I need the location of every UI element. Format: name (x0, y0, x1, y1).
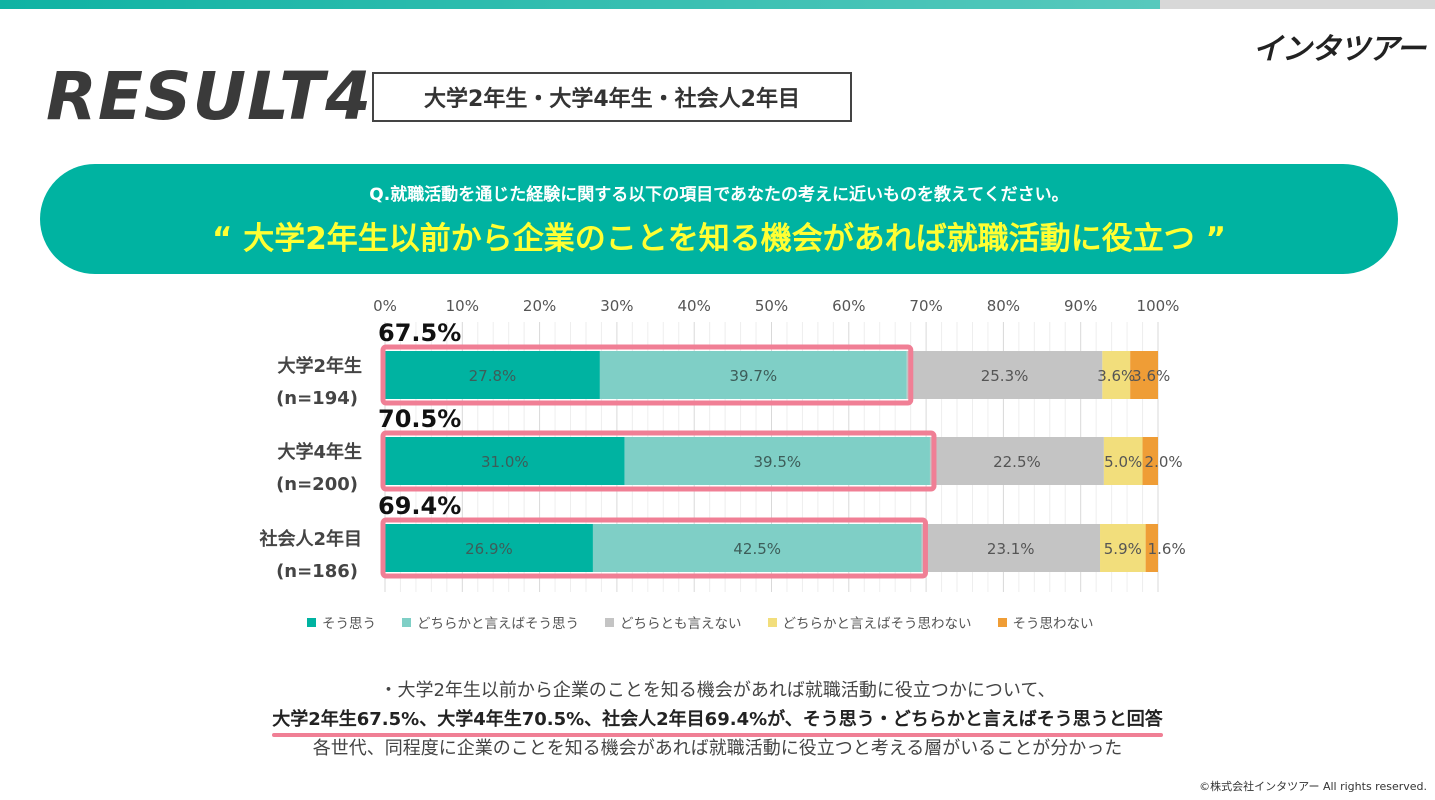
bar-segment (624, 437, 930, 485)
data-label: 23.1% (987, 540, 1035, 558)
question-text: Q.就職活動を通じた経験に関する以下の項目であなたの考えに近いものを教えてくださ… (369, 185, 1069, 205)
highlight-box (380, 517, 928, 579)
group-label-box: 大学2年生・大学4年生・社会人2年目 (372, 72, 852, 122)
x-tick-label: 60% (832, 297, 865, 315)
bar-segment (1130, 351, 1158, 399)
highlight-box (380, 344, 914, 406)
bar-segment (929, 437, 1104, 485)
category-label: 大学4年生 (277, 441, 362, 463)
bar-segment (385, 351, 600, 399)
x-tick-label: 100% (1137, 297, 1180, 315)
x-tick-label: 40% (678, 297, 711, 315)
bar-segment (599, 351, 907, 399)
data-label: 42.5% (733, 540, 781, 558)
top-accent-bar-grey (1160, 0, 1435, 9)
data-label: 25.3% (981, 367, 1029, 385)
bar-segment (1102, 351, 1131, 399)
data-label: 2.0% (1145, 453, 1183, 471)
bar-segment (592, 524, 922, 572)
statement-text: “ 大学2年生以前から企業のことを知る機会があれば就職活動に役立つ ” (212, 221, 1226, 257)
legend-item: どちらかと言えばそう思わない (767, 612, 972, 632)
legend-swatch (767, 617, 777, 627)
data-label: 27.8% (469, 367, 517, 385)
legend-swatch (605, 617, 614, 627)
data-label: 39.5% (753, 453, 801, 471)
category-n-label: (n=194) (276, 388, 358, 409)
legend-item: そう思わない (997, 612, 1094, 632)
legend-label: そう思う (322, 616, 376, 632)
legend-item: どちらとも言えない (605, 612, 742, 632)
data-label: 3.6% (1097, 367, 1135, 385)
category-label: 大学2年生 (277, 355, 362, 377)
bar-segment (921, 524, 1101, 572)
bar-segment (1145, 524, 1158, 572)
top-accent-bar (0, 0, 1160, 9)
x-tick-label: 50% (755, 297, 788, 315)
legend-label: どちらかと言えばそう思わない (782, 616, 972, 632)
total-label: 67.5% (378, 319, 461, 347)
bar-segment (906, 351, 1103, 399)
group-label: 大学2年生・大学4年生・社会人2年目 (424, 87, 800, 112)
total-label: 70.5% (378, 405, 461, 433)
brand-logo: インタツアー (1252, 32, 1426, 67)
legend-label: どちらとも言えない (620, 616, 742, 632)
category-n-label: (n=186) (276, 561, 358, 582)
summary-line-3: 各世代、同程度に企業のことを知る機会があれば就職活動に役立つと考える層がいること… (312, 738, 1123, 759)
data-label: 22.5% (993, 453, 1041, 471)
x-tick-label: 10% (446, 297, 479, 315)
category-n-label: (n=200) (276, 474, 358, 495)
copyright: ©株式会社インタツアー All rights reserved. (1199, 780, 1427, 793)
x-tick-label: 30% (600, 297, 633, 315)
data-label: 3.6% (1132, 367, 1170, 385)
data-label: 26.9% (465, 540, 513, 558)
summary-line-2-highlight: 大学2年生67.5%、大学4年生70.5%、社会人2年目69.4%が、そう思う・… (272, 705, 1163, 737)
legend-swatch (402, 617, 411, 627)
result-title: RESULT4 (46, 58, 373, 135)
category-label: 社会人2年目 (259, 528, 362, 550)
legend-label: どちらかと言えばそう思う (417, 616, 579, 632)
chart-legend: そう思う どちらかと言えばそう思う どちらとも言えない どちらかと言えばそう思わない そ… (307, 612, 1094, 632)
data-label: 5.0% (1104, 453, 1142, 471)
legend-swatch (307, 617, 316, 627)
x-tick-label: 80% (987, 297, 1020, 315)
x-tick-label: 20% (523, 297, 556, 315)
bar-segment (385, 437, 625, 485)
data-label: 1.6% (1148, 540, 1186, 558)
legend-item: どちらかと言えばそう思う (402, 612, 579, 632)
bar-segment (1100, 524, 1146, 572)
question-banner: Q.就職活動を通じた経験に関する以下の項目であなたの考えに近いものを教えてくださ… (40, 164, 1398, 274)
data-label: 5.9% (1104, 540, 1142, 558)
legend-item: そう思う (307, 612, 376, 632)
summary-line-1: ・大学2年生以前から企業のことを知る機会があれば就職活動に役立つかについて、 (379, 680, 1056, 701)
total-label: 69.4% (378, 492, 461, 520)
bar-segment (1103, 437, 1143, 485)
x-tick-label: 70% (909, 297, 942, 315)
summary-text: ・大学2年生以前から企業のことを知る機会があれば就職活動に役立つかについて、 大… (0, 676, 1435, 763)
highlight-box (380, 430, 937, 492)
data-label: 31.0% (481, 453, 529, 471)
x-tick-label: 90% (1064, 297, 1097, 315)
data-label: 39.7% (730, 367, 778, 385)
x-tick-label: 0% (373, 297, 397, 315)
legend-label: そう思わない (1012, 616, 1094, 632)
legend-swatch (997, 617, 1007, 627)
bar-segment (385, 524, 593, 572)
bar-segment (1142, 437, 1158, 485)
